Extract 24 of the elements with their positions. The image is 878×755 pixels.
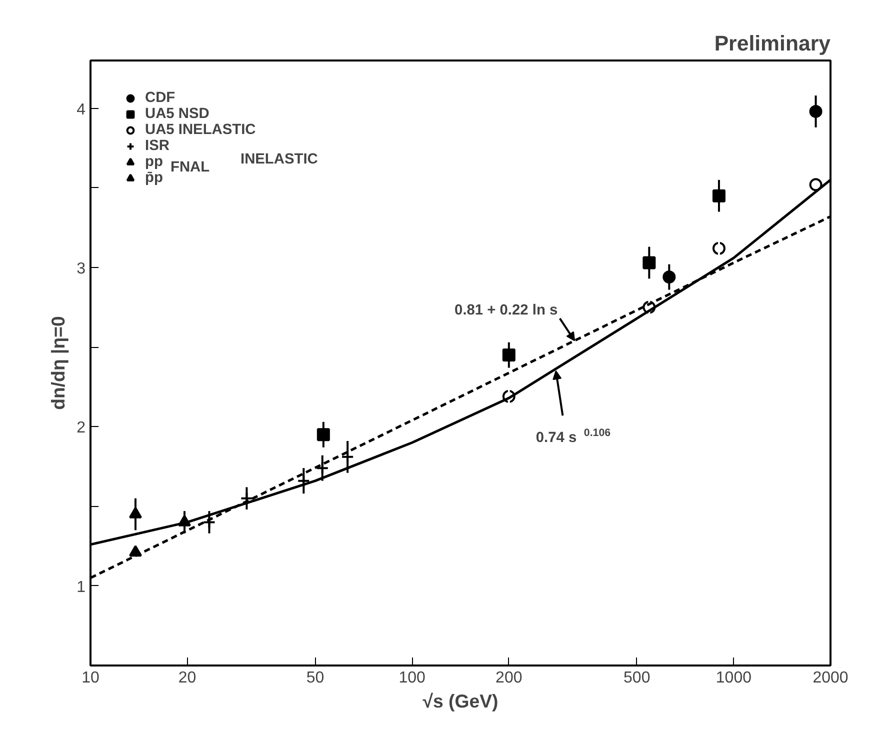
x-tick-label: 2000	[812, 670, 848, 686]
legend-label: pp	[145, 154, 164, 170]
legend-label: UA5 INELASTIC	[145, 122, 256, 138]
x-axis-title: √s (GeV)	[422, 690, 498, 712]
x-tick-label: 10	[82, 670, 100, 686]
annotation: 0.81 + 0.22 ln s	[454, 302, 558, 319]
y-tick-label: 4	[76, 101, 86, 118]
x-tick-label: 1000	[716, 670, 752, 686]
y-tick-label: 3	[76, 260, 86, 278]
legend-label: UA5 NSD	[145, 106, 210, 122]
x-tick-label: 500	[624, 670, 650, 686]
annotation: INELASTIC	[240, 152, 318, 168]
annotation: FNAL	[170, 160, 210, 176]
legend-label: ISR	[145, 138, 170, 154]
y-tick-label: 2	[76, 420, 86, 437]
legend-label: CDF	[145, 90, 176, 106]
x-tick-label: 200	[496, 670, 522, 686]
y-tick-label: 1	[76, 578, 86, 596]
x-tick-label: 100	[398, 670, 426, 686]
y-axis-title: dn/dη |η=0	[48, 316, 70, 410]
legend-label: p̄p	[145, 170, 164, 186]
chart-title: Preliminary	[714, 32, 831, 56]
x-tick-label: 50	[306, 670, 324, 686]
x-tick-label: 20	[178, 670, 196, 686]
